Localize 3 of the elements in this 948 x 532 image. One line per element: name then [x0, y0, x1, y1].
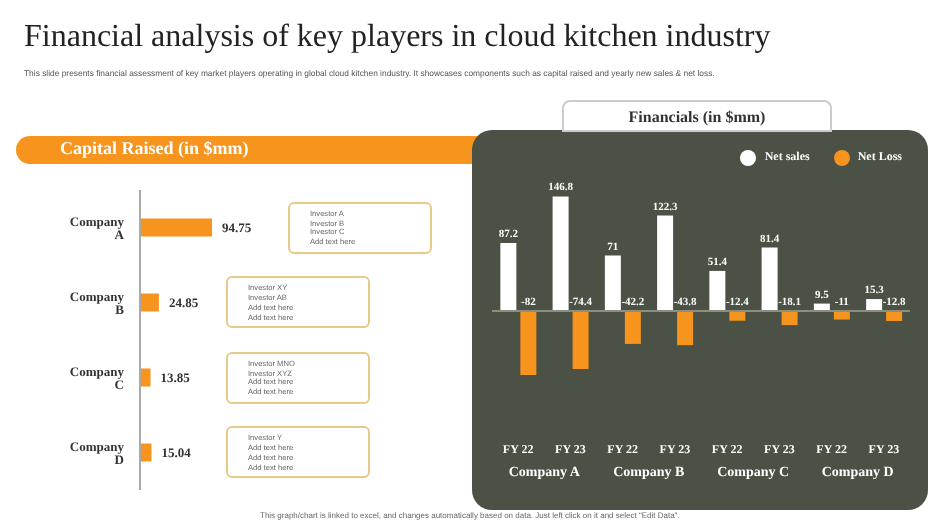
chart-title: Financials (in $mm) [562, 100, 832, 132]
text: Financial analysis of key players in cloud kitchen industry [24, 20, 771, 56]
chart-title: Capital Raised (in $mm) [60, 138, 249, 158]
